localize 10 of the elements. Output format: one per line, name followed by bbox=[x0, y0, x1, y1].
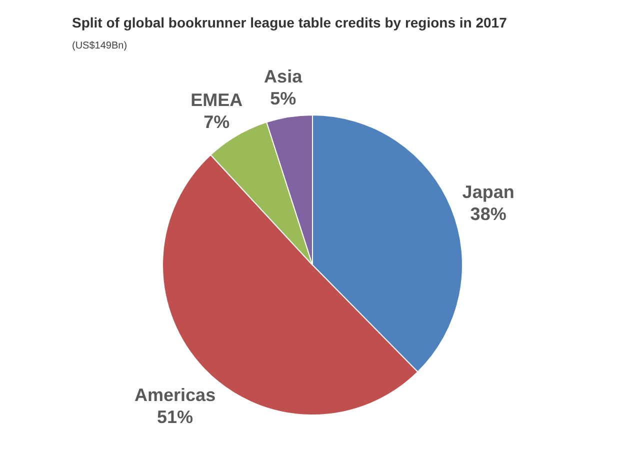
data-label: 38% bbox=[470, 204, 506, 224]
chart-title: Split of global bookrunner league table credits by regions in 2017 bbox=[72, 14, 508, 30]
slice-label: Asia bbox=[264, 66, 304, 86]
slice-label: Japan bbox=[462, 182, 514, 202]
chart-subtitle: (US$149Bn) bbox=[72, 40, 128, 52]
data-label: 5% bbox=[270, 88, 296, 108]
data-label: 7% bbox=[204, 112, 230, 132]
slice-label: EMEA bbox=[190, 90, 243, 110]
data-label: 51% bbox=[157, 407, 194, 428]
slice-label: Americas bbox=[134, 385, 216, 406]
